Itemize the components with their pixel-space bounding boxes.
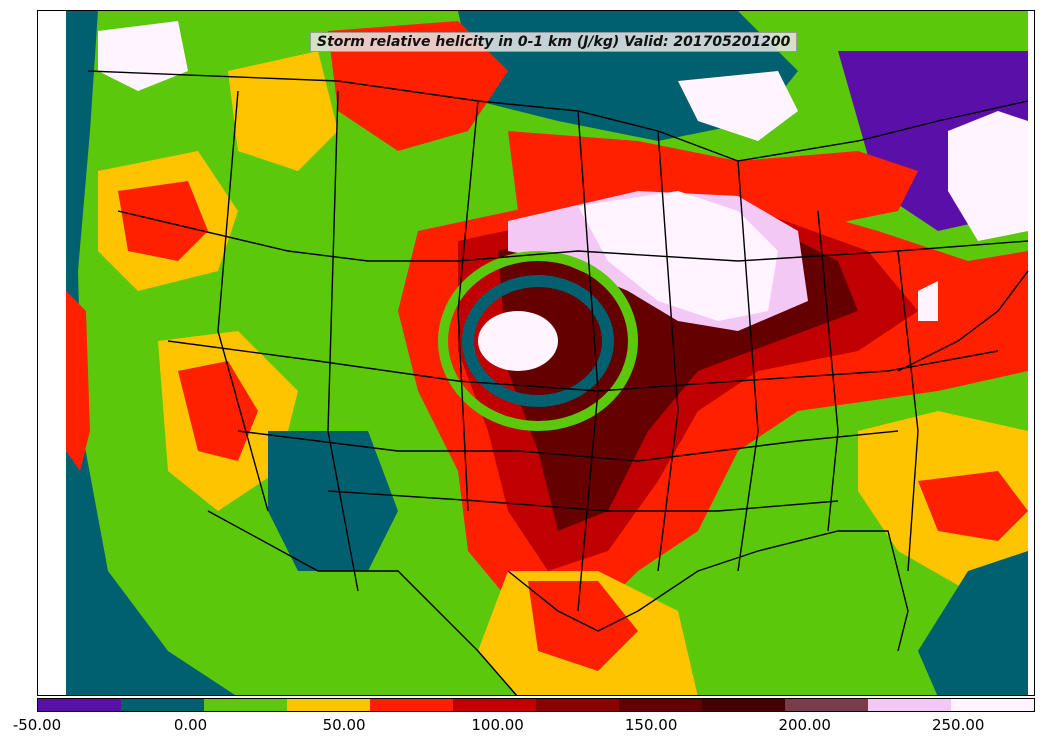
colorbar: [37, 698, 1035, 712]
colorbar-segment: [453, 699, 536, 711]
colorbar-segment: [785, 699, 868, 711]
colorbar-segment: [536, 699, 619, 711]
map-title: Storm relative helicity in 0-1 km (J/kg)…: [310, 32, 798, 52]
colorbar-tick-label: 50.00: [322, 716, 366, 734]
colorbar-segment: [287, 699, 370, 711]
map-field: [66, 11, 1029, 695]
colorbar-tick-label: 250.00: [931, 716, 985, 734]
colorbar-segment: [619, 699, 702, 711]
colorbar-segment: [951, 699, 1034, 711]
colorbar-segment: [121, 699, 204, 711]
colorbar-segment: [702, 699, 785, 711]
colorbar-tick-label: 150.00: [624, 716, 678, 734]
helicity-map: Storm relative helicity in 0-1 km (J/kg)…: [37, 10, 1035, 696]
colorbar-tick-label: 100.00: [471, 716, 524, 734]
colorbar-tick-label: 200.00: [778, 716, 831, 734]
colorbar-segment: [370, 699, 453, 711]
boundary-lines: [87, 70, 1029, 695]
colorbar-segment: [204, 699, 287, 711]
colorbar-segment: [38, 699, 121, 711]
colorbar-segment: [868, 699, 951, 711]
colorbar-tick-label: 0.00: [173, 716, 208, 734]
pacific-region: [66, 11, 235, 695]
colorbar-tick-label: -50.00: [12, 716, 62, 734]
